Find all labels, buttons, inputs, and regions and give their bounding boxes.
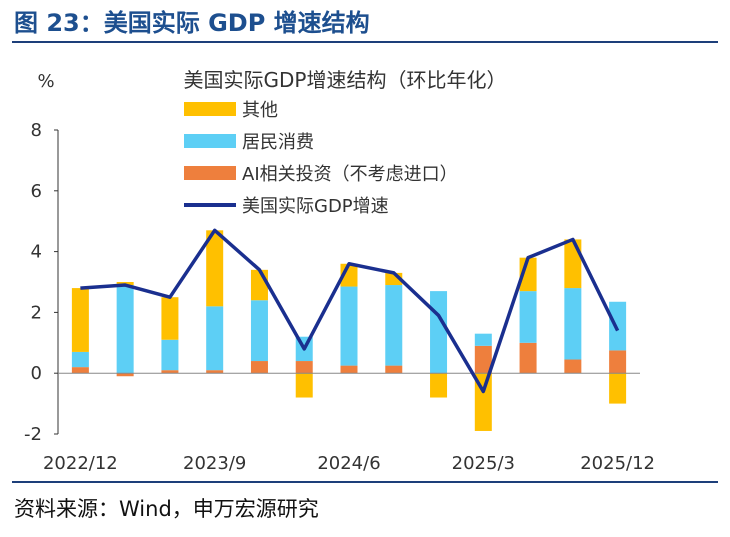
bar-other — [609, 373, 627, 404]
bar-consumption — [519, 291, 537, 343]
bar-other — [161, 297, 179, 340]
x-tick-label: 2025/3 — [452, 453, 515, 474]
bar-ai — [474, 345, 492, 374]
bar-other — [295, 373, 313, 398]
bar-other — [206, 230, 224, 307]
bar-consumption — [340, 286, 358, 366]
gdp-growth-line — [80, 228, 620, 394]
x-tick-label: 2024/6 — [317, 453, 380, 474]
bar-consumption — [385, 285, 403, 366]
bar-ai — [71, 367, 89, 374]
y-tick-label: 6 — [31, 181, 42, 202]
y-tick-label: 8 — [31, 120, 42, 141]
bar-consumption — [71, 351, 89, 368]
x-tick-label: 2025/12 — [580, 453, 655, 474]
bar-ai — [340, 365, 358, 374]
y-tick-label: 4 — [31, 242, 42, 263]
bar-consumption — [430, 291, 448, 374]
header-divider — [12, 41, 718, 43]
y-tick-label: 2 — [31, 302, 42, 323]
footer-divider — [12, 481, 718, 483]
x-tick-label: 2022/12 — [43, 453, 118, 474]
bar-consumption — [564, 288, 582, 360]
chart-title: 美国实际GDP增速结构（环比年化） — [184, 68, 507, 92]
y-axis-unit: % — [37, 71, 54, 92]
bar-ai — [295, 361, 313, 374]
bar-ai — [564, 359, 582, 374]
source-note: 资料来源：Wind，申万宏源研究 — [14, 497, 319, 521]
x-tick-label: 2023/9 — [183, 453, 246, 474]
bar-other — [430, 373, 448, 398]
legend-label-gdp: 美国实际GDP增速 — [242, 196, 389, 217]
bar-ai — [250, 361, 268, 374]
bar-consumption — [116, 285, 134, 374]
legend-label-other: 其他 — [242, 100, 278, 121]
y-tick-label: 0 — [31, 363, 42, 384]
bar-ai — [519, 342, 537, 374]
bar-ai — [206, 370, 224, 374]
bar-consumption — [206, 306, 224, 371]
bar-ai — [161, 370, 179, 374]
bar-other — [250, 269, 268, 301]
y-tick-label: -2 — [24, 424, 42, 445]
legend-swatch-consumption — [184, 134, 236, 148]
bar-ai — [609, 350, 627, 374]
figure-title: 图 23：美国实际 GDP 增速结构 — [14, 9, 370, 37]
bar-ai — [385, 365, 403, 374]
bar-consumption — [161, 339, 179, 371]
bar-other — [564, 239, 582, 289]
bar-consumption — [609, 301, 627, 351]
bar-ai — [116, 373, 134, 377]
legend-swatch-ai — [184, 166, 236, 180]
bar-consumption — [474, 333, 492, 346]
bar-other — [71, 288, 89, 352]
legend-label-consumption: 居民消费 — [242, 132, 314, 153]
legend-swatch-other — [184, 102, 236, 116]
bar-consumption — [250, 300, 268, 362]
legend-label-ai: AI相关投资（不考虑进口） — [242, 164, 458, 185]
